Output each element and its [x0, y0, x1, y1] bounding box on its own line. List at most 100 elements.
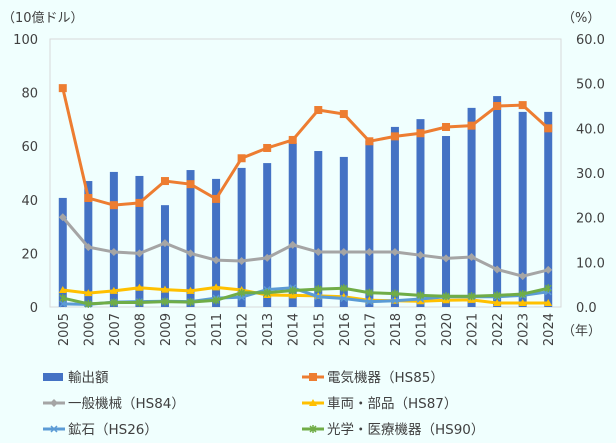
- point-2022: [493, 298, 502, 306]
- legend-marker-icon: [50, 425, 58, 433]
- bar-2016: [339, 156, 348, 307]
- left-tick-label: 40: [21, 194, 38, 209]
- point-2024: [544, 298, 553, 306]
- bar-2021: [467, 107, 476, 307]
- bar-2015: [314, 151, 323, 307]
- point-2011: [212, 194, 221, 203]
- left-tick-label: 80: [21, 87, 38, 102]
- point-2012: [238, 288, 246, 297]
- x-tick-label: 2010: [185, 313, 200, 346]
- point-2019: [416, 129, 425, 138]
- bar-2013: [263, 163, 272, 307]
- bar-2018: [390, 126, 399, 308]
- point-2023: [518, 101, 527, 110]
- point-2011: [212, 283, 221, 291]
- point-2015: [314, 285, 322, 294]
- point-2006: [84, 289, 93, 297]
- x-tick-label: 2024: [542, 313, 557, 346]
- point-2018: [391, 289, 399, 298]
- x-tick-label: 2013: [261, 313, 276, 346]
- point-2016: [339, 248, 348, 257]
- point-2007: [109, 248, 118, 257]
- point-2014: [289, 286, 297, 295]
- x-tick-label: 2023: [517, 313, 532, 346]
- point-2007: [110, 298, 118, 307]
- legend-label: 鉱石（HS26）: [68, 422, 158, 438]
- point-2023: [519, 290, 527, 299]
- point-2018: [390, 132, 399, 141]
- point-2015: [314, 248, 323, 257]
- point-2007: [109, 201, 118, 210]
- point-2006: [84, 243, 93, 252]
- bar-2019: [416, 119, 425, 307]
- legend-item: 車両・部品（HS87）: [302, 396, 457, 412]
- right-axis-unit: （%）: [562, 11, 600, 26]
- bar-2023: [518, 111, 527, 308]
- point-2011: [212, 296, 220, 305]
- point-2018: [390, 248, 399, 257]
- series-line: [61, 87, 550, 207]
- left-tick-label: 20: [21, 247, 38, 262]
- bar-2014: [288, 142, 297, 307]
- point-2016: [340, 284, 348, 293]
- point-2011: [212, 256, 221, 265]
- x-tick-label: 2011: [210, 313, 225, 346]
- right-tick-label: 0.0: [576, 301, 597, 316]
- x-tick-label: 2005: [57, 313, 72, 346]
- bar-2024: [544, 111, 553, 308]
- legend-item: 一般機械（HS84）: [43, 396, 185, 412]
- point-2024: [544, 124, 553, 133]
- bar-2011: [212, 178, 221, 307]
- x-tick-label: 2014: [287, 313, 302, 346]
- bar-2005: [58, 197, 67, 307]
- series-4: [59, 284, 552, 308]
- point-2021: [467, 121, 476, 130]
- point-2018: [391, 297, 399, 305]
- left-tick-label: 60: [21, 140, 38, 155]
- point-2013: [263, 253, 272, 262]
- right-tick-label: 10.0: [576, 256, 605, 271]
- point-2008: [135, 198, 144, 207]
- left-tick-label: 0: [30, 301, 38, 316]
- point-2013: [263, 288, 271, 297]
- right-tick-label: 20.0: [576, 212, 605, 227]
- series-line: [62, 285, 549, 305]
- series-line: [61, 216, 549, 278]
- point-2021: [468, 292, 476, 301]
- point-2019: [416, 251, 425, 260]
- point-2017: [365, 137, 374, 146]
- plot-area: [49, 38, 562, 308]
- point-2017: [365, 288, 373, 297]
- legend-label: 光学・医療機器（HS90）: [327, 421, 484, 438]
- series-1: [58, 213, 553, 281]
- x-tick-label: 2017: [363, 313, 378, 346]
- x-axis-unit: （年）: [562, 324, 601, 339]
- point-2019: [416, 297, 425, 305]
- point-2014: [288, 240, 297, 249]
- point-2005: [58, 84, 67, 93]
- x-tick-label: 2009: [159, 313, 174, 346]
- legend-marker-icon: [309, 425, 317, 433]
- point-2005: [58, 286, 67, 294]
- x-tick-label: 2020: [440, 313, 455, 346]
- point-2014: [288, 291, 297, 299]
- point-2014: [288, 135, 297, 144]
- x-tick-label: 2006: [82, 313, 97, 346]
- point-2009: [160, 177, 169, 186]
- point-2006: [84, 194, 93, 203]
- series-line: [62, 286, 549, 306]
- x-tick-label: 2022: [491, 313, 506, 346]
- point-2019: [416, 291, 425, 300]
- legend-label: 輸出額: [68, 370, 109, 386]
- legend-label: 電気機器（HS85）: [327, 370, 444, 386]
- x-tick-label: 2008: [133, 313, 148, 346]
- point-2008: [135, 298, 143, 307]
- point-2017: [365, 298, 373, 306]
- legend-marker-icon: [309, 399, 317, 406]
- point-2022: [493, 265, 502, 274]
- point-2009: [160, 285, 169, 293]
- point-2013: [263, 143, 272, 152]
- point-2007: [109, 286, 118, 294]
- point-2009: [161, 297, 169, 306]
